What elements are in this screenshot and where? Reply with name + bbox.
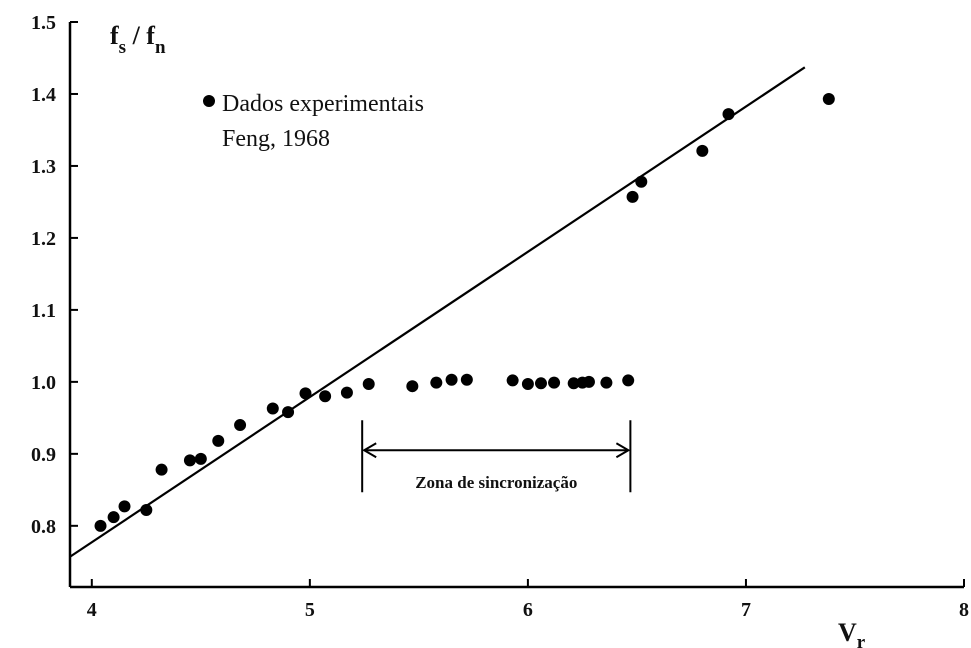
y-tick-label: 1.3 <box>31 156 56 178</box>
data-point <box>362 378 375 391</box>
data-point <box>94 519 107 532</box>
legend: Dados experimentais Feng, 1968 <box>203 91 424 152</box>
legend-marker <box>203 95 215 107</box>
zone-label: Zona de sincronização <box>415 473 577 492</box>
data-point <box>521 378 534 391</box>
data-point <box>107 511 120 524</box>
data-point <box>299 387 312 400</box>
y-tick-label: 1.4 <box>31 84 56 106</box>
data-point <box>582 375 595 388</box>
data-point <box>696 144 709 157</box>
x-tick-label: 4 <box>87 599 97 621</box>
legend-label-line1: Dados experimentais <box>222 91 424 117</box>
data-point <box>822 93 835 106</box>
x-tick-label: 7 <box>741 599 751 621</box>
data-point <box>626 190 639 203</box>
y-axis-ticks: 0.8 0.9 1.0 1.1 1.2 1.3 1.4 1.5 <box>31 12 78 538</box>
y-tick-label: 1.1 <box>31 300 56 322</box>
data-point <box>460 373 473 386</box>
data-point <box>319 390 332 403</box>
data-point <box>118 500 131 513</box>
data-point <box>282 406 295 419</box>
data-point <box>194 452 207 465</box>
data-point <box>722 108 735 121</box>
zone-arrowhead-right <box>615 442 631 459</box>
data-point <box>183 454 196 467</box>
y-tick-label: 1.2 <box>31 228 56 250</box>
zone-arrowhead-left <box>362 442 377 459</box>
trend-line-segment <box>69 66 806 558</box>
data-point <box>155 463 168 476</box>
data-point <box>340 386 353 399</box>
data-point <box>406 380 419 393</box>
axes <box>68 22 964 589</box>
y-tick-label: 1.5 <box>31 12 56 34</box>
data-point <box>506 374 519 387</box>
data-points <box>94 93 835 532</box>
sync-zone-annotation: Zona de sincronização <box>361 420 632 493</box>
y-axis-label: fs / fn <box>110 21 166 58</box>
y-tick-label: 0.9 <box>31 444 56 466</box>
data-point <box>600 376 613 389</box>
y-tick-label: 0.8 <box>31 516 56 538</box>
x-axis-ticks: 4 5 6 7 8 <box>87 579 969 621</box>
x-axis-label: Vr <box>838 618 866 648</box>
x-tick-label: 5 <box>305 599 315 621</box>
data-point <box>622 374 635 387</box>
data-point <box>140 503 153 516</box>
data-point <box>567 377 580 390</box>
data-point <box>635 175 648 188</box>
x-tick-label: 8 <box>959 599 969 621</box>
legend-label-line2: Feng, 1968 <box>222 126 330 152</box>
y-tick-label: 1.0 <box>31 372 56 394</box>
data-point <box>534 377 547 390</box>
data-point <box>445 373 458 386</box>
data-point <box>212 434 225 447</box>
data-point <box>430 376 443 389</box>
x-tick-label: 6 <box>523 599 533 621</box>
data-point <box>234 419 247 432</box>
trend-line <box>69 66 806 558</box>
data-point <box>266 402 279 415</box>
data-point <box>548 376 561 389</box>
